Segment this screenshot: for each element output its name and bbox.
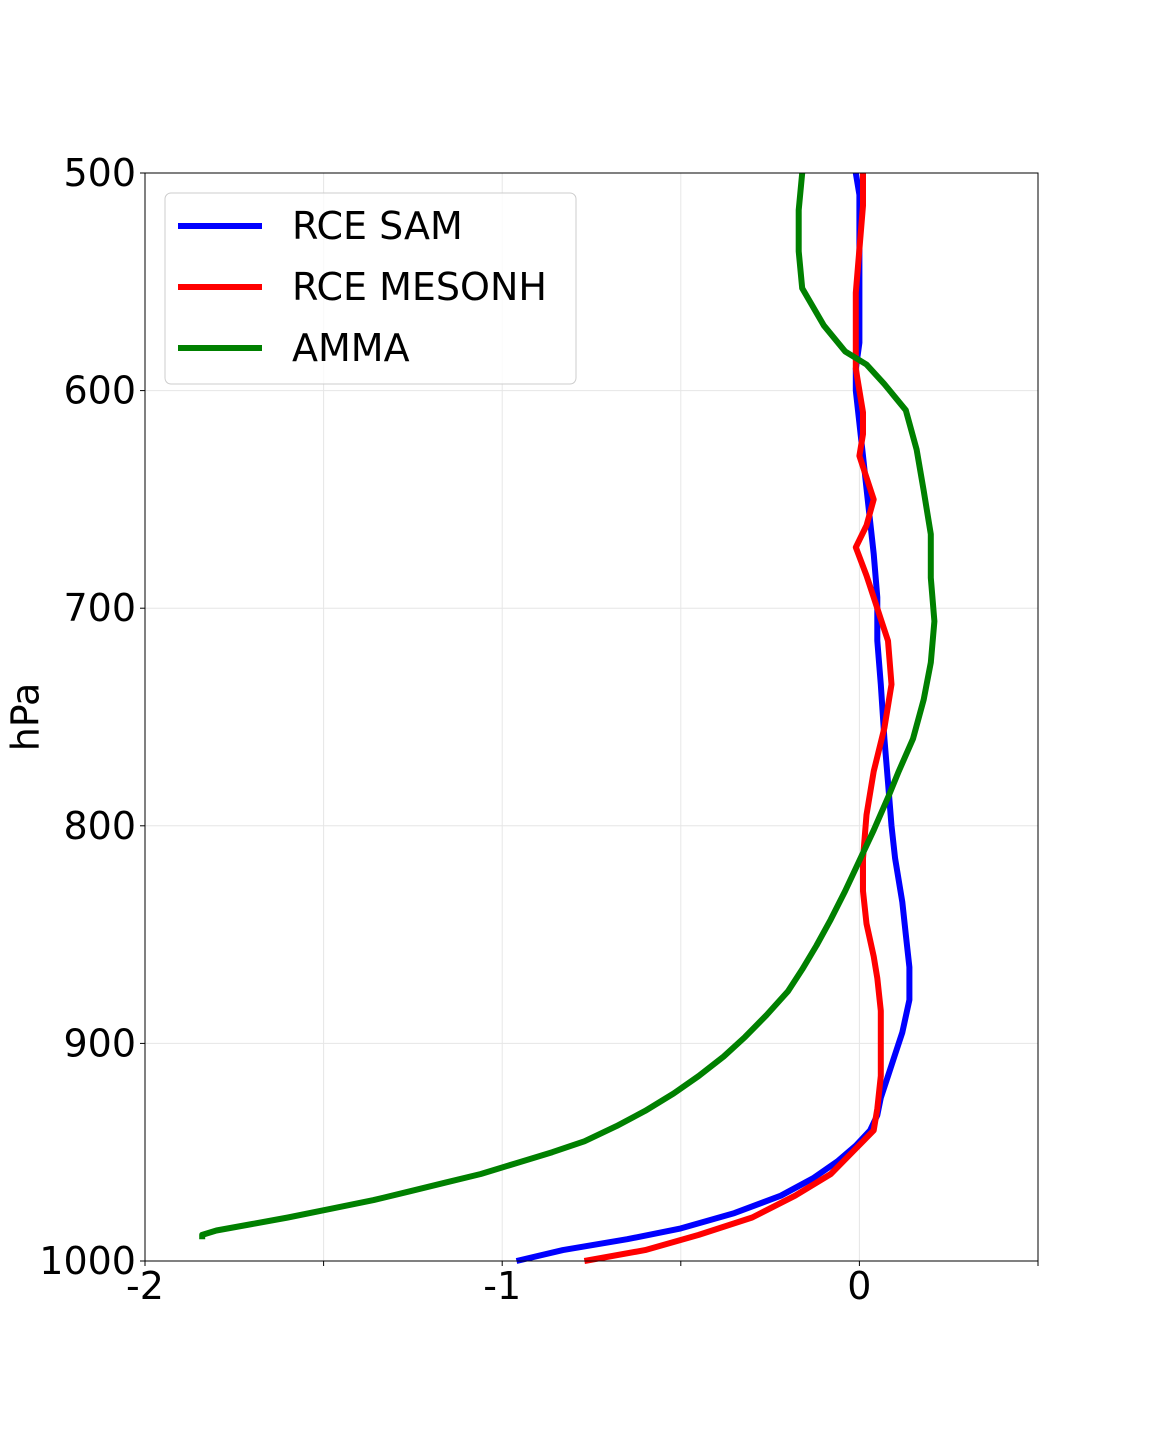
y-axis-label: hPa	[4, 683, 48, 752]
y-tick-label: 800	[63, 804, 136, 848]
x-tick-label: -1	[483, 1264, 521, 1308]
series-line-rce-mesonh	[583, 173, 895, 1264]
y-tick-label: 500	[63, 151, 136, 195]
y-tick-label: 1000	[39, 1239, 136, 1283]
series-group	[199, 172, 938, 1264]
y-tick-label: 600	[63, 369, 136, 413]
ticks-group: -2 -1 0 500 600 700 800 900 1000	[39, 151, 1039, 1308]
plot-frame	[144, 172, 1039, 1262]
y-tick-label: 900	[63, 1021, 136, 1065]
legend: RCE SAM RCE MESONH AMMA	[164, 192, 577, 385]
legend-label-amma: AMMA	[292, 326, 410, 370]
legend-label-rce-sam: RCE SAM	[292, 204, 463, 248]
legend-label-rce-mesonh: RCE MESONH	[292, 265, 547, 309]
legend-box	[164, 192, 577, 385]
series-line-amma	[199, 172, 938, 1240]
x-tick-label: 0	[847, 1264, 871, 1308]
y-tick-label: 700	[63, 586, 136, 630]
x-tick-label: -2	[126, 1264, 164, 1308]
